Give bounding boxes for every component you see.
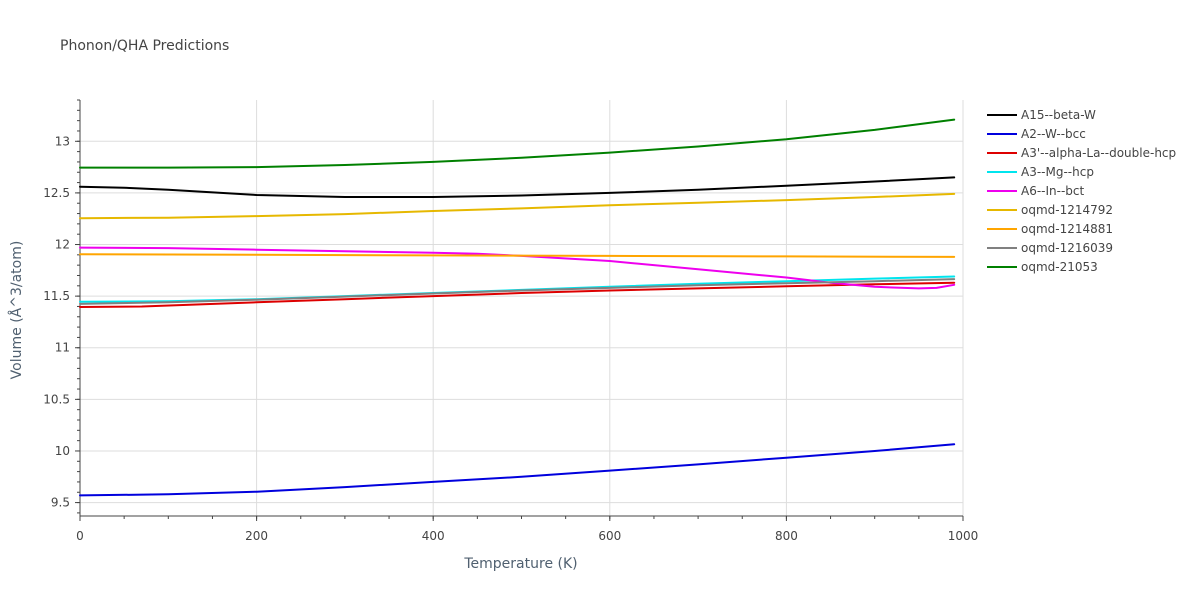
chart-title: Phonon/QHA Predictions [60,38,229,54]
legend-label: A15--beta-W [1021,108,1096,122]
legend-label: A3'--alpha-La--double-hcp [1021,146,1176,160]
y-tick-label: 10.5 [43,392,70,406]
series-line-oqmd-1214792[interactable] [79,192,956,220]
y-tick-label: 12 [55,238,70,252]
legend-label: oqmd-1216039 [1021,241,1113,255]
legend-item[interactable]: oqmd-21053 [987,260,1098,274]
series-line-A15--beta-W[interactable] [79,176,956,198]
legend-label: oqmd-1214881 [1021,222,1113,236]
y-tick-label: 13 [55,134,70,148]
series-line-A2--W--bcc[interactable] [79,443,956,497]
legend-item[interactable]: oqmd-1216039 [987,241,1113,255]
series-line-A3--Mg--hcp[interactable] [79,275,956,303]
legend-label: A3--Mg--hcp [1021,165,1094,179]
legend-item[interactable]: oqmd-1214881 [987,222,1113,236]
series-line-oqmd-1214881[interactable] [79,253,956,258]
legend-item[interactable]: A15--beta-W [987,108,1096,122]
series-line-A6--In--bct[interactable] [79,246,956,290]
legend-item[interactable]: A2--W--bcc [987,127,1086,141]
y-tick-label: 11.5 [43,289,70,303]
legend[interactable]: A15--beta-W A2--W--bcc A3'--alpha-La--doub… [987,108,1176,274]
axis-layer: 9.5 10 10.5 11 11.5 12 12.5 13 0 200 400 600 800 1000 [43,99,979,543]
y-tick-label: 11 [55,341,70,355]
series-line-oqmd-21053[interactable] [79,118,956,169]
x-axis-label: Temperature (K) [463,556,577,572]
x-tick-label: 400 [422,529,445,543]
y-tick-label: 12.5 [43,186,70,200]
y-tick-label: 10 [55,444,70,458]
legend-label: oqmd-21053 [1021,260,1098,274]
y-axis-label: Volume (Å^3/atom) [8,241,25,380]
legend-item[interactable]: A3'--alpha-La--double-hcp [987,146,1176,160]
series-line-A3'--alpha-La--double-hcp[interactable] [79,281,956,308]
legend-item[interactable]: A3--Mg--hcp [987,165,1094,179]
x-tick-label: 800 [775,529,798,543]
legend-item[interactable]: oqmd-1214792 [987,203,1113,217]
y-tick-label: 9.5 [51,496,70,510]
grid-layer [79,100,964,516]
legend-label: A2--W--bcc [1021,127,1086,141]
series-line-oqmd-1216039[interactable] [79,278,956,305]
legend-label: A6--In--bct [1021,184,1085,198]
x-tick-label: 1000 [948,529,979,543]
legend-item[interactable]: A6--In--bct [987,184,1085,198]
legend-label: oqmd-1214792 [1021,203,1113,217]
x-tick-label: 600 [598,529,621,543]
x-tick-label: 0 [76,529,84,543]
x-tick-label: 200 [245,529,268,543]
series-layer [79,118,956,497]
